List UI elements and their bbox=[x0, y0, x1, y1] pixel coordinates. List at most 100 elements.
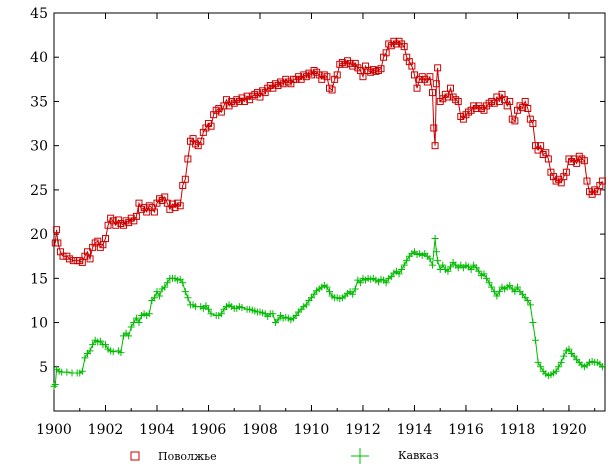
data-point bbox=[63, 368, 71, 376]
data-point bbox=[521, 97, 529, 105]
data-point bbox=[51, 380, 59, 388]
x-tick-label: 1916 bbox=[448, 422, 484, 438]
data-point bbox=[534, 358, 542, 366]
x-tick-label: 1902 bbox=[88, 422, 124, 438]
data-point bbox=[400, 43, 408, 51]
data-point bbox=[506, 97, 514, 105]
data-point bbox=[176, 202, 184, 210]
data-point bbox=[328, 86, 336, 94]
data-point bbox=[570, 352, 578, 360]
data-point bbox=[65, 255, 73, 263]
data-point bbox=[323, 283, 331, 291]
data-point bbox=[117, 349, 125, 357]
data-point bbox=[434, 257, 442, 265]
data-point bbox=[359, 73, 367, 81]
series-povolzhye bbox=[51, 37, 606, 266]
data-point bbox=[161, 283, 169, 291]
data-point bbox=[493, 292, 501, 300]
data-point bbox=[202, 302, 210, 310]
data-point bbox=[426, 73, 434, 81]
data-point bbox=[181, 175, 189, 183]
y-tick-label: 5 bbox=[39, 360, 48, 376]
legend-marker-square bbox=[130, 451, 140, 461]
data-point bbox=[83, 248, 91, 256]
data-point bbox=[472, 264, 480, 272]
data-point bbox=[557, 358, 565, 366]
data-point bbox=[488, 283, 496, 291]
data-point bbox=[307, 294, 315, 302]
data-point bbox=[562, 168, 570, 176]
x-tick-label: 1908 bbox=[242, 422, 278, 438]
data-point bbox=[104, 221, 112, 229]
legend-label-povolzhye: Поволжье bbox=[158, 450, 217, 463]
data-point bbox=[135, 319, 143, 327]
data-point bbox=[413, 84, 421, 92]
data-point bbox=[145, 310, 153, 318]
data-point bbox=[537, 363, 545, 371]
x-tick-label: 1914 bbox=[397, 422, 433, 438]
data-point bbox=[444, 267, 452, 275]
y-tick-label: 35 bbox=[30, 94, 48, 110]
data-point bbox=[81, 354, 89, 362]
data-point bbox=[560, 352, 568, 360]
data-point bbox=[351, 285, 359, 293]
x-tick-label: 1920 bbox=[551, 422, 587, 438]
data-point bbox=[519, 290, 527, 298]
plot-frame bbox=[53, 12, 606, 412]
data-point bbox=[408, 62, 416, 70]
data-point bbox=[125, 332, 133, 340]
data-point bbox=[89, 341, 97, 349]
data-point bbox=[156, 292, 164, 300]
data-point bbox=[184, 294, 192, 302]
data-point bbox=[86, 255, 94, 263]
data-point bbox=[495, 97, 503, 105]
data-point bbox=[176, 275, 184, 283]
data-point bbox=[323, 73, 331, 81]
plot-border bbox=[53, 12, 606, 412]
x-tick-label: 1904 bbox=[139, 422, 175, 438]
data-point bbox=[400, 261, 408, 269]
data-point bbox=[454, 97, 462, 105]
data-point bbox=[531, 336, 539, 344]
data-point bbox=[513, 283, 521, 291]
data-point bbox=[428, 89, 436, 97]
data-point bbox=[506, 281, 514, 289]
data-point bbox=[356, 279, 364, 287]
legend-item-povolzhye: Поволжье bbox=[130, 450, 217, 463]
y-tick-label: 10 bbox=[30, 316, 48, 332]
data-point bbox=[447, 263, 455, 271]
data-point bbox=[387, 273, 395, 281]
y-tick-label: 40 bbox=[30, 50, 48, 66]
data-point bbox=[565, 345, 573, 353]
legend-label-kavkaz: Кавказ bbox=[398, 449, 439, 462]
data-point bbox=[580, 157, 588, 165]
data-point bbox=[583, 177, 591, 185]
data-point bbox=[78, 367, 86, 375]
data-point bbox=[101, 235, 109, 243]
data-point bbox=[179, 279, 187, 287]
data-point bbox=[50, 382, 58, 390]
data-point bbox=[552, 367, 560, 375]
data-point bbox=[485, 279, 493, 287]
data-point bbox=[150, 208, 158, 216]
data-point bbox=[127, 323, 135, 331]
data-point bbox=[197, 137, 205, 145]
data-point bbox=[377, 65, 385, 73]
data-point bbox=[207, 310, 215, 318]
x-axis: 1900 1902 1904 1906 1908 1910 1912 1914 1916 1918… bbox=[36, 13, 596, 438]
series-line bbox=[54, 40, 603, 264]
data-point bbox=[109, 348, 117, 356]
data-point bbox=[292, 311, 300, 319]
data-point bbox=[132, 314, 140, 322]
data-point bbox=[96, 337, 104, 345]
data-point bbox=[382, 49, 390, 57]
data-point bbox=[598, 177, 606, 185]
data-point bbox=[544, 155, 552, 163]
data-point bbox=[444, 93, 452, 101]
series-kavkaz bbox=[50, 235, 606, 390]
data-point bbox=[475, 267, 483, 275]
data-point bbox=[349, 290, 357, 298]
data-point bbox=[555, 363, 563, 371]
data-point bbox=[181, 288, 189, 296]
